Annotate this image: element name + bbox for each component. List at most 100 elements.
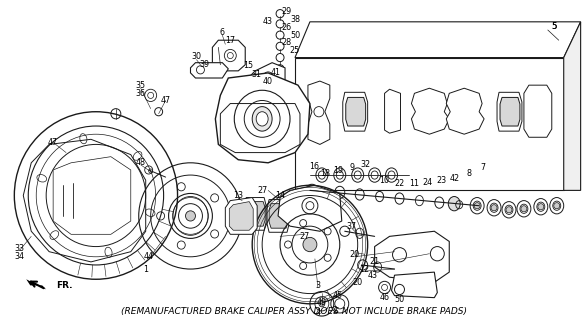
Text: 23: 23 [436, 176, 446, 185]
Text: 30: 30 [192, 52, 202, 61]
Circle shape [186, 211, 195, 221]
Text: 35: 35 [136, 81, 146, 90]
Polygon shape [295, 22, 580, 58]
Circle shape [521, 206, 527, 212]
Text: 5: 5 [551, 22, 557, 31]
Text: 34: 34 [14, 252, 24, 261]
Polygon shape [267, 200, 289, 232]
Ellipse shape [517, 201, 531, 217]
Circle shape [474, 203, 480, 209]
Circle shape [491, 205, 497, 211]
Polygon shape [229, 202, 253, 230]
Polygon shape [385, 89, 400, 133]
Ellipse shape [487, 200, 501, 216]
Text: 9: 9 [349, 164, 355, 172]
Text: 13: 13 [233, 191, 243, 200]
Text: (REMANUFACTURED BRAKE CALIPER ASSY DOES NOT INCLUDE BRAKE PADS): (REMANUFACTURED BRAKE CALIPER ASSY DOES … [121, 308, 467, 316]
Text: 24: 24 [422, 178, 432, 187]
Polygon shape [246, 202, 265, 226]
Polygon shape [564, 22, 580, 190]
Text: 25: 25 [289, 46, 299, 55]
Text: 37: 37 [347, 222, 357, 231]
Text: 40: 40 [263, 76, 273, 85]
Text: FR.: FR. [56, 281, 73, 290]
Text: 7: 7 [480, 164, 486, 172]
Text: 20: 20 [350, 250, 360, 259]
Text: 48: 48 [136, 158, 146, 167]
Text: 20: 20 [353, 278, 363, 287]
Text: 5: 5 [551, 22, 556, 31]
Text: 22: 22 [395, 179, 405, 188]
Ellipse shape [448, 196, 460, 211]
Text: 38: 38 [290, 15, 300, 24]
Text: 31: 31 [251, 70, 261, 79]
Polygon shape [269, 204, 288, 228]
Polygon shape [248, 63, 285, 91]
Text: 21: 21 [369, 257, 380, 266]
Polygon shape [497, 92, 522, 131]
Text: 46: 46 [380, 293, 390, 302]
Text: 27: 27 [257, 186, 268, 195]
Text: 10: 10 [380, 176, 390, 185]
Text: 3: 3 [315, 281, 320, 290]
Text: 6: 6 [220, 28, 225, 36]
Polygon shape [244, 197, 266, 230]
Text: 32: 32 [360, 160, 370, 169]
Text: 27: 27 [300, 232, 310, 241]
Circle shape [554, 203, 560, 209]
Text: 47: 47 [161, 96, 171, 105]
Text: 17: 17 [225, 36, 235, 45]
Polygon shape [215, 73, 310, 163]
Text: 50: 50 [290, 31, 300, 40]
Text: 44: 44 [143, 252, 153, 261]
Circle shape [538, 204, 544, 210]
Text: 8: 8 [467, 169, 472, 178]
Text: 50: 50 [395, 295, 405, 304]
Polygon shape [500, 97, 520, 126]
Text: 28: 28 [281, 38, 291, 47]
Circle shape [303, 237, 317, 252]
Polygon shape [446, 88, 484, 134]
Polygon shape [524, 85, 552, 137]
Ellipse shape [550, 197, 564, 214]
Polygon shape [212, 40, 245, 71]
Polygon shape [225, 197, 257, 234]
Text: 36: 36 [136, 89, 146, 98]
Polygon shape [346, 97, 366, 126]
Text: 47: 47 [48, 138, 58, 147]
Circle shape [506, 207, 512, 213]
Text: 26: 26 [281, 23, 291, 32]
Text: 45: 45 [333, 291, 343, 300]
Polygon shape [412, 88, 449, 134]
Text: 14: 14 [275, 191, 285, 200]
Text: 4: 4 [315, 308, 320, 317]
Polygon shape [278, 185, 342, 231]
Polygon shape [343, 92, 368, 131]
Text: 39: 39 [199, 60, 209, 69]
Text: 12: 12 [360, 265, 370, 274]
Ellipse shape [470, 197, 484, 214]
Circle shape [319, 301, 325, 307]
Text: 29: 29 [281, 7, 291, 16]
Text: 11: 11 [409, 179, 419, 188]
Ellipse shape [502, 202, 516, 218]
Polygon shape [191, 63, 228, 78]
Text: 1: 1 [143, 265, 148, 274]
Text: 43: 43 [368, 271, 377, 280]
Ellipse shape [252, 107, 272, 131]
Text: 33: 33 [14, 244, 24, 253]
Polygon shape [392, 272, 437, 298]
Text: 15: 15 [243, 61, 253, 70]
Polygon shape [308, 81, 330, 144]
Text: 2: 2 [332, 307, 338, 316]
Text: 18: 18 [320, 169, 330, 178]
Text: 19: 19 [333, 166, 343, 175]
Text: 41: 41 [271, 68, 281, 77]
Text: 16: 16 [309, 162, 319, 172]
Polygon shape [53, 157, 131, 234]
Text: 49: 49 [317, 298, 327, 307]
Polygon shape [295, 58, 564, 190]
Text: 43: 43 [263, 17, 273, 26]
Polygon shape [375, 231, 449, 282]
Ellipse shape [534, 198, 548, 215]
